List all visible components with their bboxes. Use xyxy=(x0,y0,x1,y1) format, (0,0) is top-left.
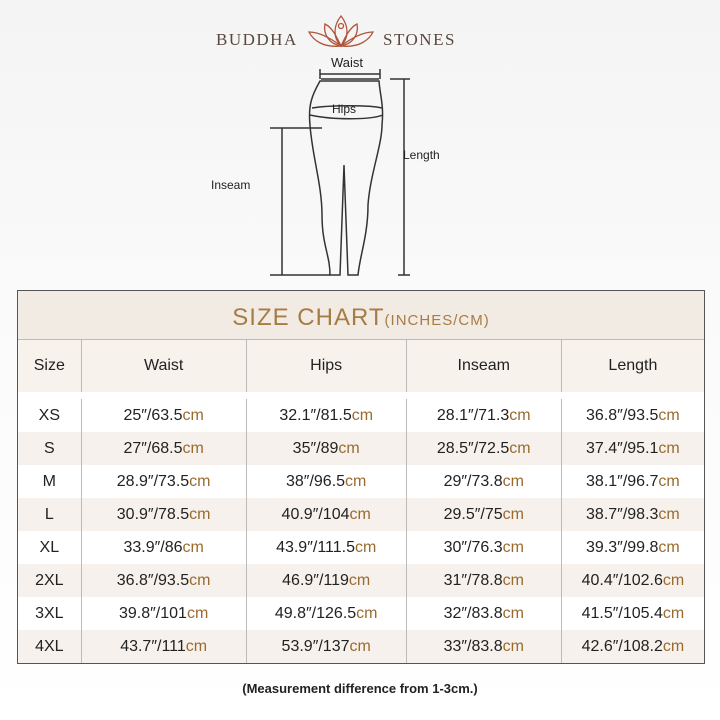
unit-label: cm xyxy=(658,406,680,424)
unit-label: cm xyxy=(351,406,374,424)
size-cell: XL xyxy=(39,538,60,556)
unit-label: cm xyxy=(354,538,377,556)
unit-label: cm xyxy=(349,637,371,655)
table-row: 2XL 36.8″/93.5 cm 46.9″/119 cm 31″/78.8 cm 40.4… xyxy=(18,564,704,597)
size-cell: S xyxy=(43,439,55,457)
hips-label: Hips xyxy=(332,102,357,116)
table-cell: 38.7″/98.3 cm xyxy=(560,498,704,531)
table-cell: 27″/68.5 cm xyxy=(80,432,246,465)
table-cell: 41.5″/105.4 cm xyxy=(560,597,704,630)
table-cell: 32″/83.8 cm xyxy=(405,597,561,630)
unit-label: cm xyxy=(502,637,524,655)
unit-label: cm xyxy=(658,439,680,457)
unit-label: cm xyxy=(509,406,531,424)
table-cell: 29.5″/75 cm xyxy=(405,498,561,531)
unit-label: cm xyxy=(658,505,680,523)
unit-label: cm xyxy=(658,472,680,490)
table-cell: 43.9″/111.5 cm xyxy=(245,531,406,564)
length-label: Length xyxy=(403,148,440,162)
table-cell: 30″/76.3 cm xyxy=(405,531,561,564)
unit-label: cm xyxy=(182,406,204,424)
unit-label: cm xyxy=(662,604,685,622)
unit-label: cm xyxy=(338,439,360,457)
table-cell: 33.9″/86 cm xyxy=(80,531,246,564)
unit-label: cm xyxy=(662,571,685,589)
unit-label: cm xyxy=(345,472,367,490)
table-cell: 32.1″/81.5 cm xyxy=(245,399,406,432)
table-cell: 39.8″/101 cm xyxy=(80,597,246,630)
size-cell: 2XL xyxy=(35,571,64,589)
table-row: L 30.9″/78.5 cm 40.9″/104 cm 29.5″/75 cm 38.7″/… xyxy=(18,498,704,531)
header-length: Length xyxy=(560,340,704,392)
header-inseam: Inseam xyxy=(405,340,561,392)
unit-label: cm xyxy=(356,604,378,622)
unit-label: cm xyxy=(189,571,211,589)
table-cell: 43.7″/111 cm xyxy=(80,630,246,663)
unit-label: cm xyxy=(348,571,371,589)
unit-label: cm xyxy=(189,505,211,523)
unit-label: cm xyxy=(185,637,208,655)
unit-label: cm xyxy=(182,439,204,457)
table-cell: 28.1″/71.3 cm xyxy=(405,399,561,432)
table-row: 3XL 39.8″/101 cm 49.8″/126.5 cm 32″/83.8 cm 41.… xyxy=(18,597,704,630)
lotus-logo-icon xyxy=(307,14,375,47)
unit-label: cm xyxy=(189,472,211,490)
unit-label: cm xyxy=(502,604,524,622)
table-row: XS 25″/63.5 cm 32.1″/81.5 cm 28.1″/71.3 cm 36.8… xyxy=(18,399,704,432)
size-cell: 4XL xyxy=(35,637,64,655)
table-cell: 36.8″/93.5 cm xyxy=(80,564,246,597)
size-cell: 3XL xyxy=(35,604,64,622)
header-hips: Hips xyxy=(245,340,406,392)
table-cell: 39.3″/99.8 cm xyxy=(560,531,704,564)
unit-label: cm xyxy=(349,505,371,523)
size-cell: XS xyxy=(38,406,60,424)
table-title-units: (INCHES/CM) xyxy=(384,312,490,329)
table-cell: 37.4″/95.1 cm xyxy=(560,432,704,465)
size-table: SIZE CHART(INCHES/CM) Size Waist Hips In… xyxy=(17,290,705,664)
brand-left: BUDDHA xyxy=(216,30,298,49)
size-cell: L xyxy=(44,505,54,523)
header-size: Size xyxy=(33,357,65,374)
table-cell: 36.8″/93.5 cm xyxy=(560,399,704,432)
table-header-row: Size Waist Hips Inseam Length xyxy=(18,340,704,392)
table-cell: 38″/96.5 cm xyxy=(245,465,406,498)
unit-label: cm xyxy=(658,538,680,556)
table-title: SIZE CHART(INCHES/CM) xyxy=(18,291,704,340)
table-row: 4XL 43.7″/111 cm 53.9″/137 cm 33″/83.8 cm 42.6″… xyxy=(18,630,704,663)
table-row: M 28.9″/73.5 cm 38″/96.5 cm 29″/73.8 cm 38.1″/9… xyxy=(18,465,704,498)
table-row: S 27″/68.5 cm 35″/89 cm 28.5″/72.5 cm 37.4″/95.… xyxy=(18,432,704,465)
table-cell: 28.9″/73.5 cm xyxy=(80,465,246,498)
table-cell: 40.9″/104 cm xyxy=(245,498,406,531)
size-cell: M xyxy=(42,472,56,490)
table-cell: 46.9″/119 cm xyxy=(245,564,406,597)
table-row: XL 33.9″/86 cm 43.9″/111.5 cm 30″/76.3 cm 39.3″… xyxy=(18,531,704,564)
unit-label: cm xyxy=(502,571,524,589)
unit-label: cm xyxy=(502,472,524,490)
table-cell: 33″/83.8 cm xyxy=(405,630,561,663)
inseam-label: Inseam xyxy=(211,178,251,192)
unit-label: cm xyxy=(186,604,209,622)
table-cell: 53.9″/137 cm xyxy=(245,630,406,663)
unit-label: cm xyxy=(182,538,204,556)
table-cell: 28.5″/72.5 cm xyxy=(405,432,561,465)
waist-label: Waist xyxy=(331,55,364,70)
leggings-diagram xyxy=(270,69,410,276)
table-cell: 30.9″/78.5 cm xyxy=(80,498,246,531)
brand-right: STONES xyxy=(383,30,456,49)
table-cell: 29″/73.8 cm xyxy=(405,465,561,498)
table-cell: 31″/78.8 cm xyxy=(405,564,561,597)
table-cell: 40.4″/102.6 cm xyxy=(560,564,704,597)
table-cell: 38.1″/96.7 cm xyxy=(560,465,704,498)
unit-label: cm xyxy=(509,439,531,457)
unit-label: cm xyxy=(502,505,524,523)
table-cell: 25″/63.5 cm xyxy=(80,399,246,432)
unit-label: cm xyxy=(502,538,524,556)
table-cell: 42.6″/108.2 cm xyxy=(560,630,704,663)
measurement-note: (Measurement difference from 1-3cm.) xyxy=(242,681,478,696)
table-cell: 35″/89 cm xyxy=(245,432,406,465)
unit-label: cm xyxy=(662,637,685,655)
header-waist: Waist xyxy=(80,340,246,392)
table-cell: 49.8″/126.5 cm xyxy=(245,597,406,630)
